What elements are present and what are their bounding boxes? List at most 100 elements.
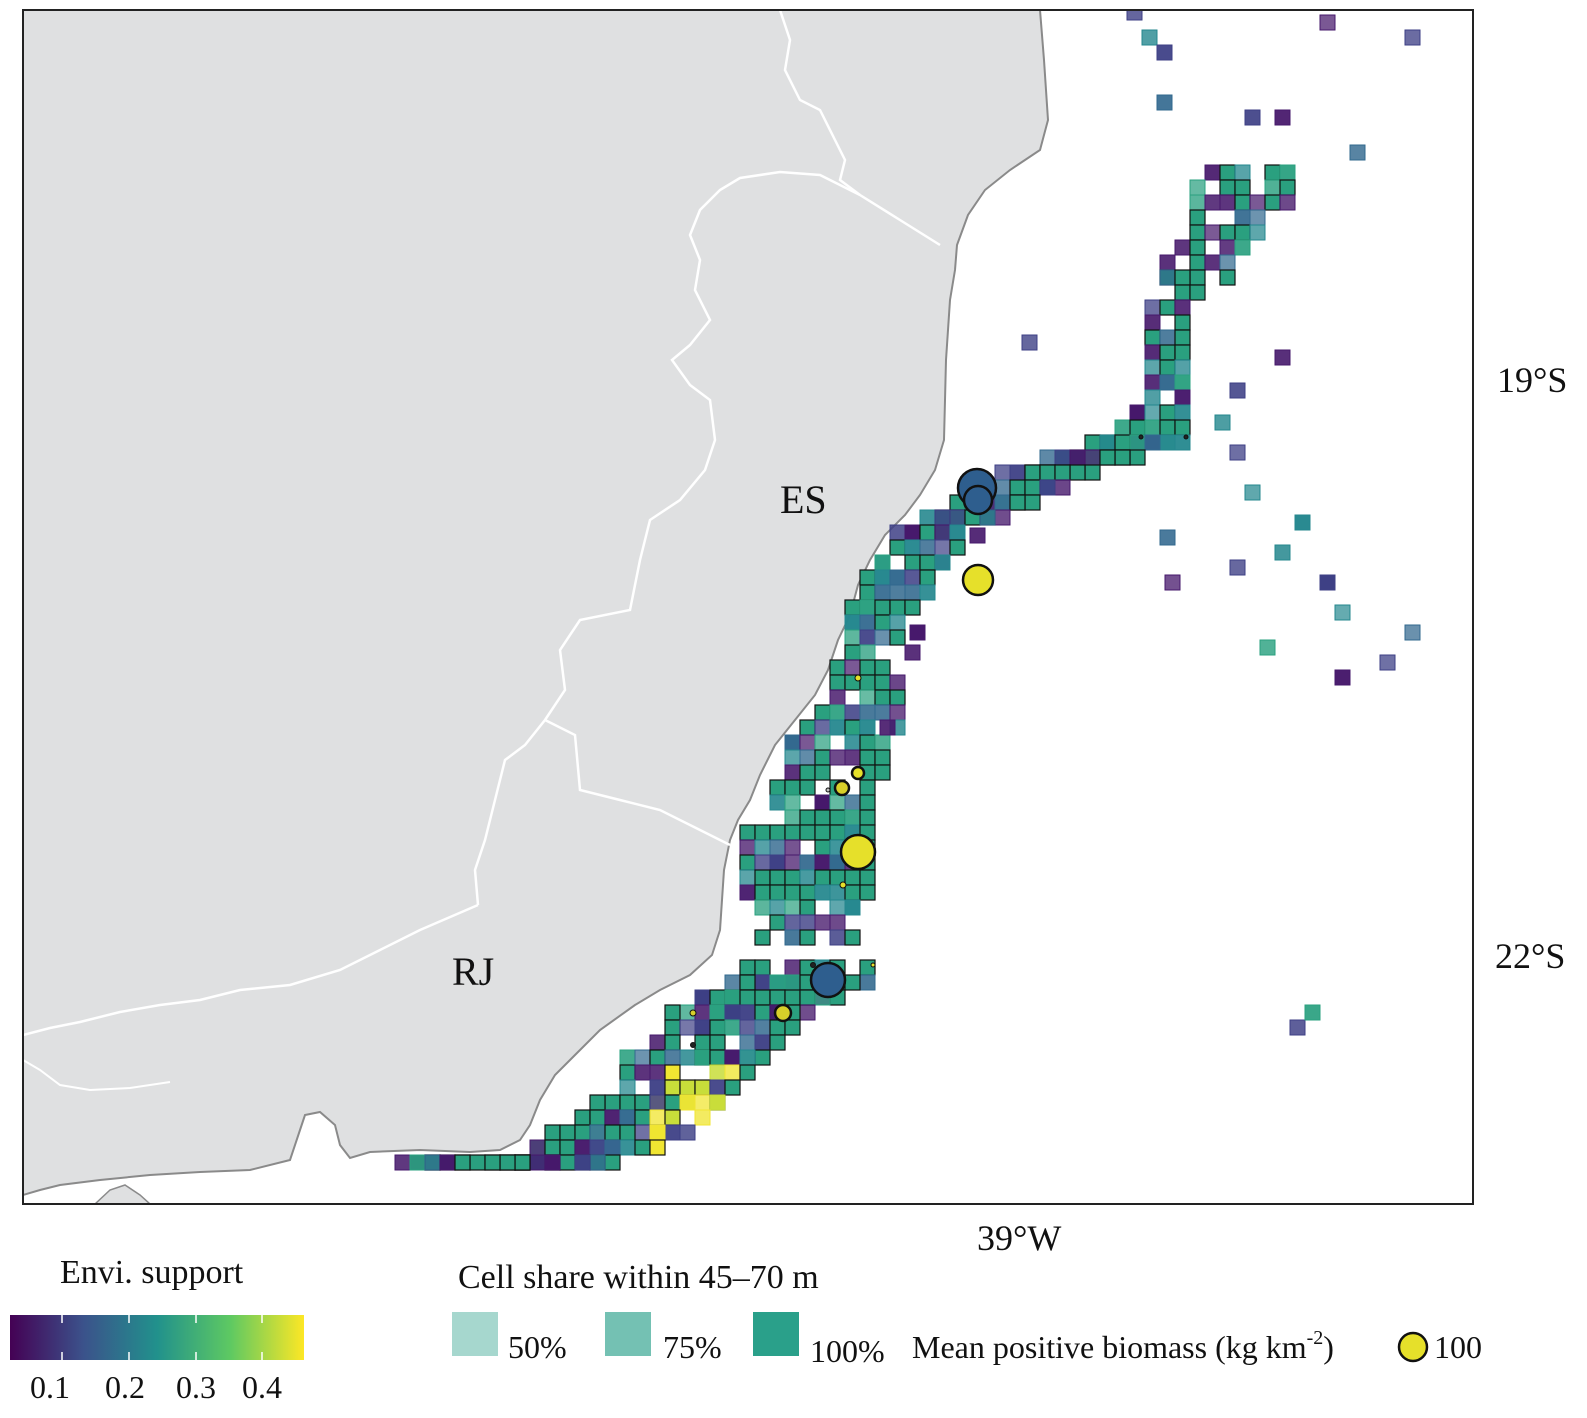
grid-cell [1084,464,1101,481]
grid-cell [814,719,831,736]
grid-cell [1379,654,1396,671]
grid-cell [769,989,786,1006]
grid-cell [769,779,786,796]
grid-cell [1234,224,1251,241]
grid-cell [724,1079,741,1096]
share-label-50: 50% [508,1329,567,1365]
grid-cell [994,464,1011,481]
grid-cell [859,704,876,721]
grid-cell [694,1004,711,1021]
grid-cell [814,839,831,856]
envi-legend-title: Envi. support [60,1254,244,1291]
share-legend: Cell share within 45–70 m 50% 75% 100% [452,1259,885,1369]
grid-cell [739,824,756,841]
grid-cell [814,884,831,901]
grid-cell [589,1139,606,1156]
grid-cell [604,1109,621,1126]
grid-cell [829,704,846,721]
grid-cell [1084,449,1101,466]
grid-cell [1189,284,1206,301]
envi-tick-label: 0.4 [242,1369,282,1405]
envi-legend: Envi. support 0.1 0.2 0.3 0.4 [10,1254,304,1405]
grid-cell [634,1094,651,1111]
grid-cell [754,989,771,1006]
grid-cell [1349,144,1366,161]
grid-cell [889,584,906,601]
grid-cell [694,1019,711,1036]
grid-cell [559,1139,576,1156]
grid-cell [799,869,816,886]
lat-label-22s: 22°S [1495,936,1565,976]
grid-cell [1009,479,1026,496]
grid-cell [679,1019,696,1036]
grid-cell [1024,479,1041,496]
grid-cell [859,959,876,976]
grid-cell [574,1154,591,1171]
grid-cell [844,809,861,826]
grid-cell [784,959,801,976]
grid-cell [874,704,891,721]
grid-cell [784,749,801,766]
grid-cell [994,509,1011,526]
grid-cell [1234,194,1251,211]
grid-cell [544,1154,561,1171]
grid-cell [874,629,891,646]
grid-cell [1174,314,1191,331]
grid-cell [1189,179,1206,196]
grid-cell [784,839,801,856]
grid-cell [1021,334,1038,351]
biomass-bubble [850,765,866,781]
biomass-bubble [854,674,862,682]
grid-cell [874,584,891,601]
grid-cell [784,989,801,1006]
grid-cell [844,749,861,766]
grid-cell [1189,269,1206,286]
grid-cell [1404,29,1421,46]
grid-cell [694,1109,711,1126]
grid-cell [1219,179,1236,196]
grid-cell [439,1154,456,1171]
grid-cell [1144,389,1161,406]
biomass-legend: Mean positive biomass (kg km-2) 100 [912,1327,1482,1365]
grid-cell [889,599,906,616]
grid-cell [799,989,816,1006]
grid-cell [799,809,816,826]
grid-cell [769,1019,786,1036]
grid-cell [664,1064,681,1081]
grid-cell [1039,449,1056,466]
grid-cell [919,554,936,571]
grid-cell [1024,464,1041,481]
grid-cell [1174,404,1191,421]
grid-cell [994,479,1011,496]
grid-cell [739,1049,756,1066]
grid-cell [1229,382,1246,399]
grid-cell [769,869,786,886]
grid-cell [969,527,986,544]
grid-cell [829,674,846,691]
share-label-100: 100% [810,1333,885,1369]
grid-cell [784,899,801,916]
biomass-bubble [870,962,876,968]
grid-cell [874,734,891,751]
grid-cell [409,1154,426,1171]
grid-cell [769,899,786,916]
grid-cell [1219,224,1236,241]
grid-cell [1144,344,1161,361]
grid-cell [889,524,906,541]
grid-cell [949,539,966,556]
grid-cell [844,734,861,751]
grid-cell [1264,164,1281,181]
grid-cell [529,1154,546,1171]
grid-cell [889,629,906,646]
grid-cell [739,1019,756,1036]
grid-cell [1129,404,1146,421]
grid-cell [1274,349,1291,366]
grid-cell [1144,404,1161,421]
grid-cell [799,749,816,766]
grid-cell [1099,449,1116,466]
grid-cell [769,854,786,871]
biomass-bubble [809,961,847,999]
grid-cell [799,884,816,901]
grid-cell [859,599,876,616]
